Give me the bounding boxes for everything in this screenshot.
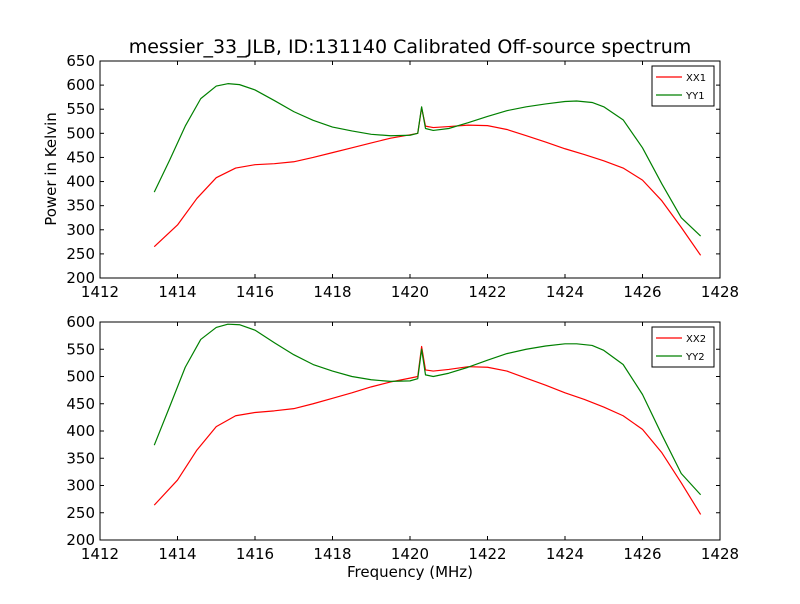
y-tick-label: 350	[66, 197, 95, 215]
legend: XX2 YY2	[651, 326, 715, 368]
x-tick-label: 1418	[313, 283, 351, 301]
x-axis-label: Frequency (MHz)	[347, 563, 473, 581]
legend-label-yy1: YY1	[685, 91, 705, 102]
legend-label-xx1: XX1	[686, 73, 706, 84]
y-tick-label: 550	[66, 100, 95, 118]
y-tick-label: 200	[66, 269, 95, 287]
x-tick-label: 1422	[468, 545, 506, 563]
x-tick-label: 1412	[81, 545, 119, 563]
y-tick-label: 500	[66, 124, 95, 142]
series-line-yy1	[153, 83, 702, 237]
chart-panels: 1412 1414 1416 1418 1420 1422 1424 1426 1428 200 2…	[66, 52, 739, 563]
x-tick-label: 1418	[313, 545, 351, 563]
chart-title: messier_33_JLB, ID:131140 Calibrated Off…	[129, 36, 692, 58]
y-tick-label: 500	[66, 368, 95, 386]
x-tick-label: 1422	[468, 283, 506, 301]
y-tick-label: 550	[66, 340, 95, 358]
x-tick-label: 1420	[391, 545, 429, 563]
y-tick-label: 600	[66, 76, 95, 94]
y-tick-label: 450	[66, 148, 95, 166]
x-tick-label: 1412	[81, 283, 119, 301]
legend-label-yy2: YY2	[685, 352, 705, 363]
series-line-yy2	[153, 323, 702, 496]
x-tick-label: 1416	[236, 545, 274, 563]
legend: XX1 YY1	[651, 65, 715, 107]
chart-panel-2: 1412 1414 1416 1418 1420 1422 1424 1426 1428 200 2…	[66, 313, 739, 563]
y-tick-label: 200	[66, 531, 95, 549]
legend-box	[651, 326, 715, 368]
x-tick-label: 1416	[236, 283, 274, 301]
y-tick-label: 300	[66, 477, 95, 495]
y-tick-label: 450	[66, 395, 95, 413]
x-tick-label: 1424	[546, 283, 584, 301]
x-tick-label: 1420	[391, 283, 429, 301]
y-tick-label: 650	[66, 52, 95, 70]
y-tick-label: 250	[66, 245, 95, 263]
y-tick-label: 400	[66, 173, 95, 191]
y-tick-label: 350	[66, 449, 95, 467]
x-tick-label: 1414	[158, 545, 196, 563]
x-tick-label: 1426	[623, 545, 661, 563]
chart-panel-1: 1412 1414 1416 1418 1420 1422 1424 1426 1428 200 2…	[66, 52, 739, 301]
x-tick-label: 1428	[701, 283, 739, 301]
y-tick-label: 600	[66, 313, 95, 331]
y-tick-label: 250	[66, 504, 95, 522]
x-tick-label: 1428	[701, 545, 739, 563]
y-tick-label: 400	[66, 422, 95, 440]
y-axis-label: Power in Kelvin	[42, 112, 60, 226]
legend-box	[651, 65, 715, 107]
legend-label-xx2: XX2	[686, 334, 706, 345]
x-tick-label: 1414	[158, 283, 196, 301]
x-tick-label: 1424	[546, 545, 584, 563]
y-tick-label: 300	[66, 221, 95, 239]
x-tick-label: 1426	[623, 283, 661, 301]
